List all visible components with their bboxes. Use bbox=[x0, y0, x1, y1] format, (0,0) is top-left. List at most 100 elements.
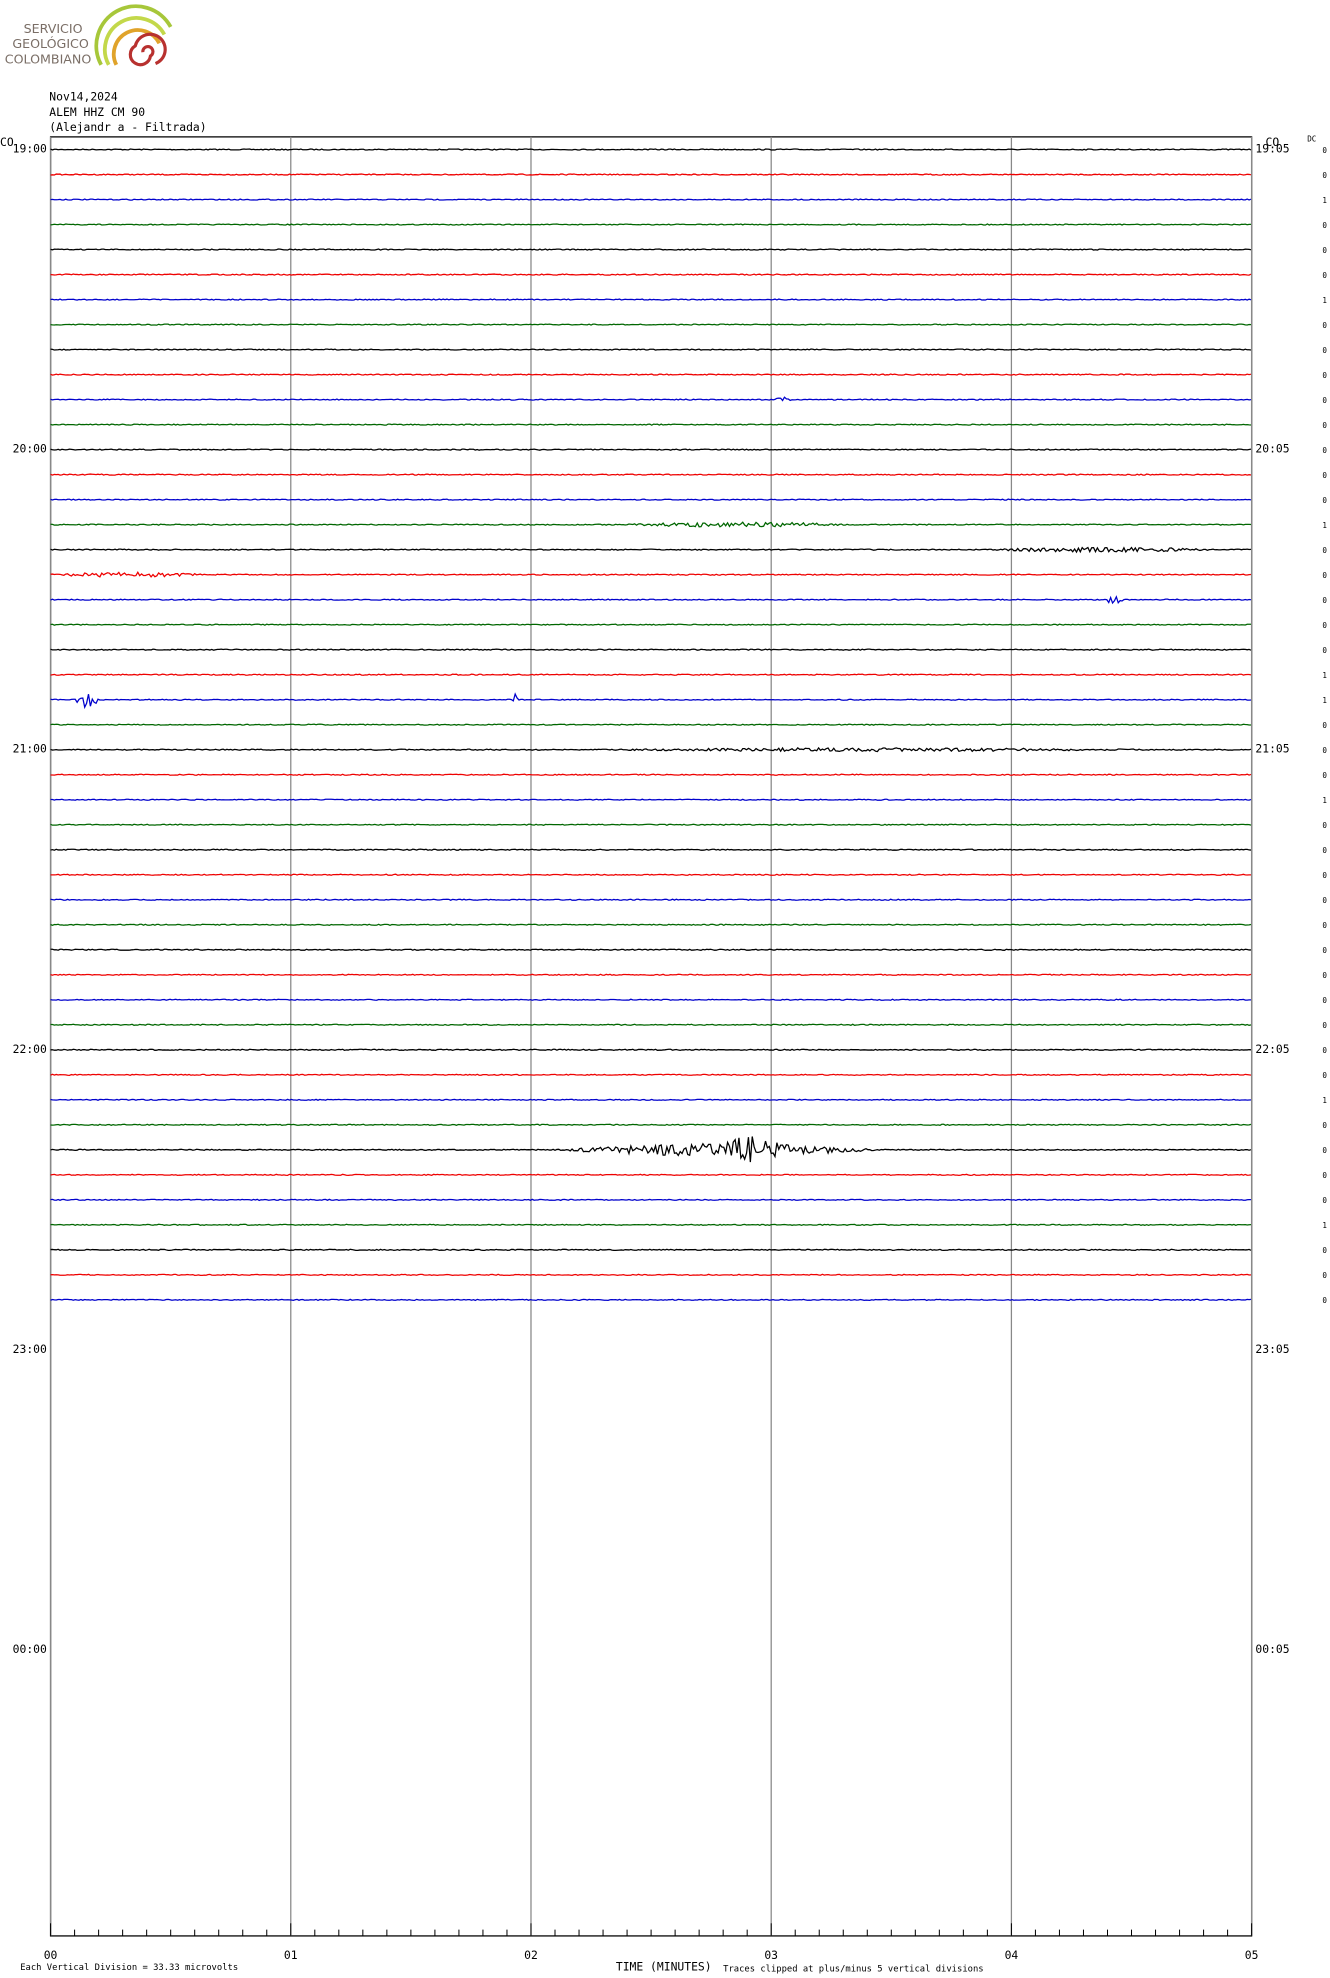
time-label: 00:00 bbox=[13, 1642, 47, 1656]
trace-flag: 1 bbox=[1322, 671, 1327, 680]
trace bbox=[50, 673, 1252, 676]
trace-flag: 0 bbox=[1322, 371, 1327, 380]
trace bbox=[50, 798, 1252, 801]
trace-flag: 0 bbox=[1322, 221, 1327, 230]
time-label: 23:05 bbox=[1255, 1342, 1289, 1356]
trace bbox=[50, 1098, 1252, 1101]
trace-flag: 0 bbox=[1322, 621, 1327, 630]
time-label: 21:05 bbox=[1255, 742, 1289, 756]
trace bbox=[50, 373, 1252, 376]
trace-flag: 0 bbox=[1322, 771, 1327, 780]
logo-text: COLOMBIANO bbox=[5, 51, 92, 66]
trace bbox=[50, 848, 1252, 851]
filter: (Alejandr a - Filtrada) bbox=[49, 120, 206, 134]
trace bbox=[50, 323, 1252, 326]
trace-flag: 1 bbox=[1322, 196, 1327, 205]
frame bbox=[49, 136, 1253, 1937]
trace bbox=[50, 948, 1251, 951]
x-tick-label: 04 bbox=[1005, 1948, 1019, 1962]
trace bbox=[50, 1073, 1252, 1077]
trace-flag: 0 bbox=[1322, 1046, 1327, 1055]
trace bbox=[50, 423, 1252, 426]
time-label: 23:00 bbox=[13, 1342, 47, 1356]
trace-flag: 0 bbox=[1322, 1296, 1327, 1305]
trace-flag: 0 bbox=[1322, 896, 1327, 905]
trace bbox=[50, 298, 1252, 301]
corner-label: CO bbox=[0, 135, 14, 149]
trace-flag: 0 bbox=[1322, 171, 1327, 180]
trace-flag: 0 bbox=[1322, 396, 1327, 405]
trace bbox=[50, 521, 1252, 528]
trace-flag: 0 bbox=[1322, 446, 1327, 455]
trace-flag: 0 bbox=[1322, 846, 1327, 855]
trace-flag: 0 bbox=[1322, 996, 1327, 1005]
trace bbox=[50, 273, 1252, 276]
trace bbox=[50, 546, 1252, 554]
trace bbox=[50, 571, 1252, 578]
trace-flag: 0 bbox=[1322, 971, 1327, 980]
trace-flag: 0 bbox=[1322, 271, 1327, 280]
trace-flag: 0 bbox=[1322, 1196, 1327, 1205]
trace bbox=[50, 1123, 1252, 1126]
time-label: 19:05 bbox=[1255, 142, 1289, 156]
trace bbox=[50, 998, 1251, 1001]
trace-flag: 0 bbox=[1322, 1171, 1327, 1180]
trace bbox=[50, 773, 1252, 776]
x-tick-label: 05 bbox=[1245, 1948, 1259, 1962]
trace-flag: 0 bbox=[1322, 1071, 1327, 1080]
trace-flag: 0 bbox=[1322, 1021, 1327, 1030]
trace bbox=[50, 198, 1252, 201]
x-tick-label: 02 bbox=[524, 1948, 538, 1962]
trace-flag: 0 bbox=[1322, 871, 1327, 880]
trace-flag: 0 bbox=[1322, 596, 1327, 605]
trace-flag: 1 bbox=[1322, 296, 1327, 305]
trace-flag: 0 bbox=[1322, 471, 1327, 480]
time-label: 00:05 bbox=[1255, 1642, 1289, 1656]
trace bbox=[50, 1298, 1252, 1302]
trace bbox=[50, 498, 1252, 501]
trace-flag: 0 bbox=[1322, 1271, 1327, 1280]
station: ALEM HHZ CM 90 bbox=[49, 105, 145, 119]
trace bbox=[50, 148, 1252, 151]
time-label: 20:05 bbox=[1255, 442, 1289, 456]
trace-flag: 0 bbox=[1322, 946, 1327, 955]
trace-flag: 0 bbox=[1322, 646, 1327, 655]
scale-note: Each Vertical Division = 33.33 microvolt… bbox=[20, 1963, 238, 1973]
trace-flag: 0 bbox=[1322, 1246, 1327, 1255]
trace-flag: 0 bbox=[1322, 321, 1327, 330]
time-label: 22:00 bbox=[13, 1042, 47, 1056]
logo-text: GEOLÓGICO bbox=[12, 36, 89, 51]
x-tick-label: 03 bbox=[764, 1948, 778, 1962]
trace-flag: 0 bbox=[1322, 721, 1327, 730]
trace bbox=[50, 1023, 1252, 1026]
trace-flag: 0 bbox=[1322, 1146, 1327, 1155]
trace bbox=[50, 723, 1251, 726]
dc-label: DC bbox=[1307, 134, 1316, 143]
logo: SERVICIO GEOLÓGICO COLOMBIANO bbox=[5, 4, 173, 66]
time-label: 20:00 bbox=[13, 442, 47, 456]
trace bbox=[50, 595, 1252, 605]
trace bbox=[50, 692, 1252, 710]
time-label: 22:05 bbox=[1255, 1042, 1289, 1056]
trace-flag: 0 bbox=[1322, 346, 1327, 355]
trace-flag: 1 bbox=[1322, 1096, 1327, 1105]
trace bbox=[50, 248, 1252, 251]
x-tick-label: 01 bbox=[284, 1948, 298, 1962]
trace-flag: 1 bbox=[1322, 796, 1327, 805]
trace bbox=[50, 1273, 1252, 1277]
trace bbox=[50, 823, 1252, 826]
trace bbox=[50, 1198, 1251, 1202]
time-label: 19:00 bbox=[13, 142, 47, 156]
trace-flag: 1 bbox=[1322, 1221, 1327, 1230]
trace-flag: 0 bbox=[1322, 821, 1327, 830]
trace-flag: 0 bbox=[1322, 571, 1327, 580]
clip-note: Traces clipped at plus/minus 5 vertical … bbox=[723, 1964, 983, 1974]
trace bbox=[50, 348, 1252, 351]
trace bbox=[50, 473, 1252, 476]
trace bbox=[50, 448, 1252, 451]
trace bbox=[50, 223, 1251, 226]
trace-flag: 0 bbox=[1322, 246, 1327, 255]
trace-flag: 1 bbox=[1322, 521, 1327, 530]
corner-label: CO bbox=[1266, 135, 1280, 149]
